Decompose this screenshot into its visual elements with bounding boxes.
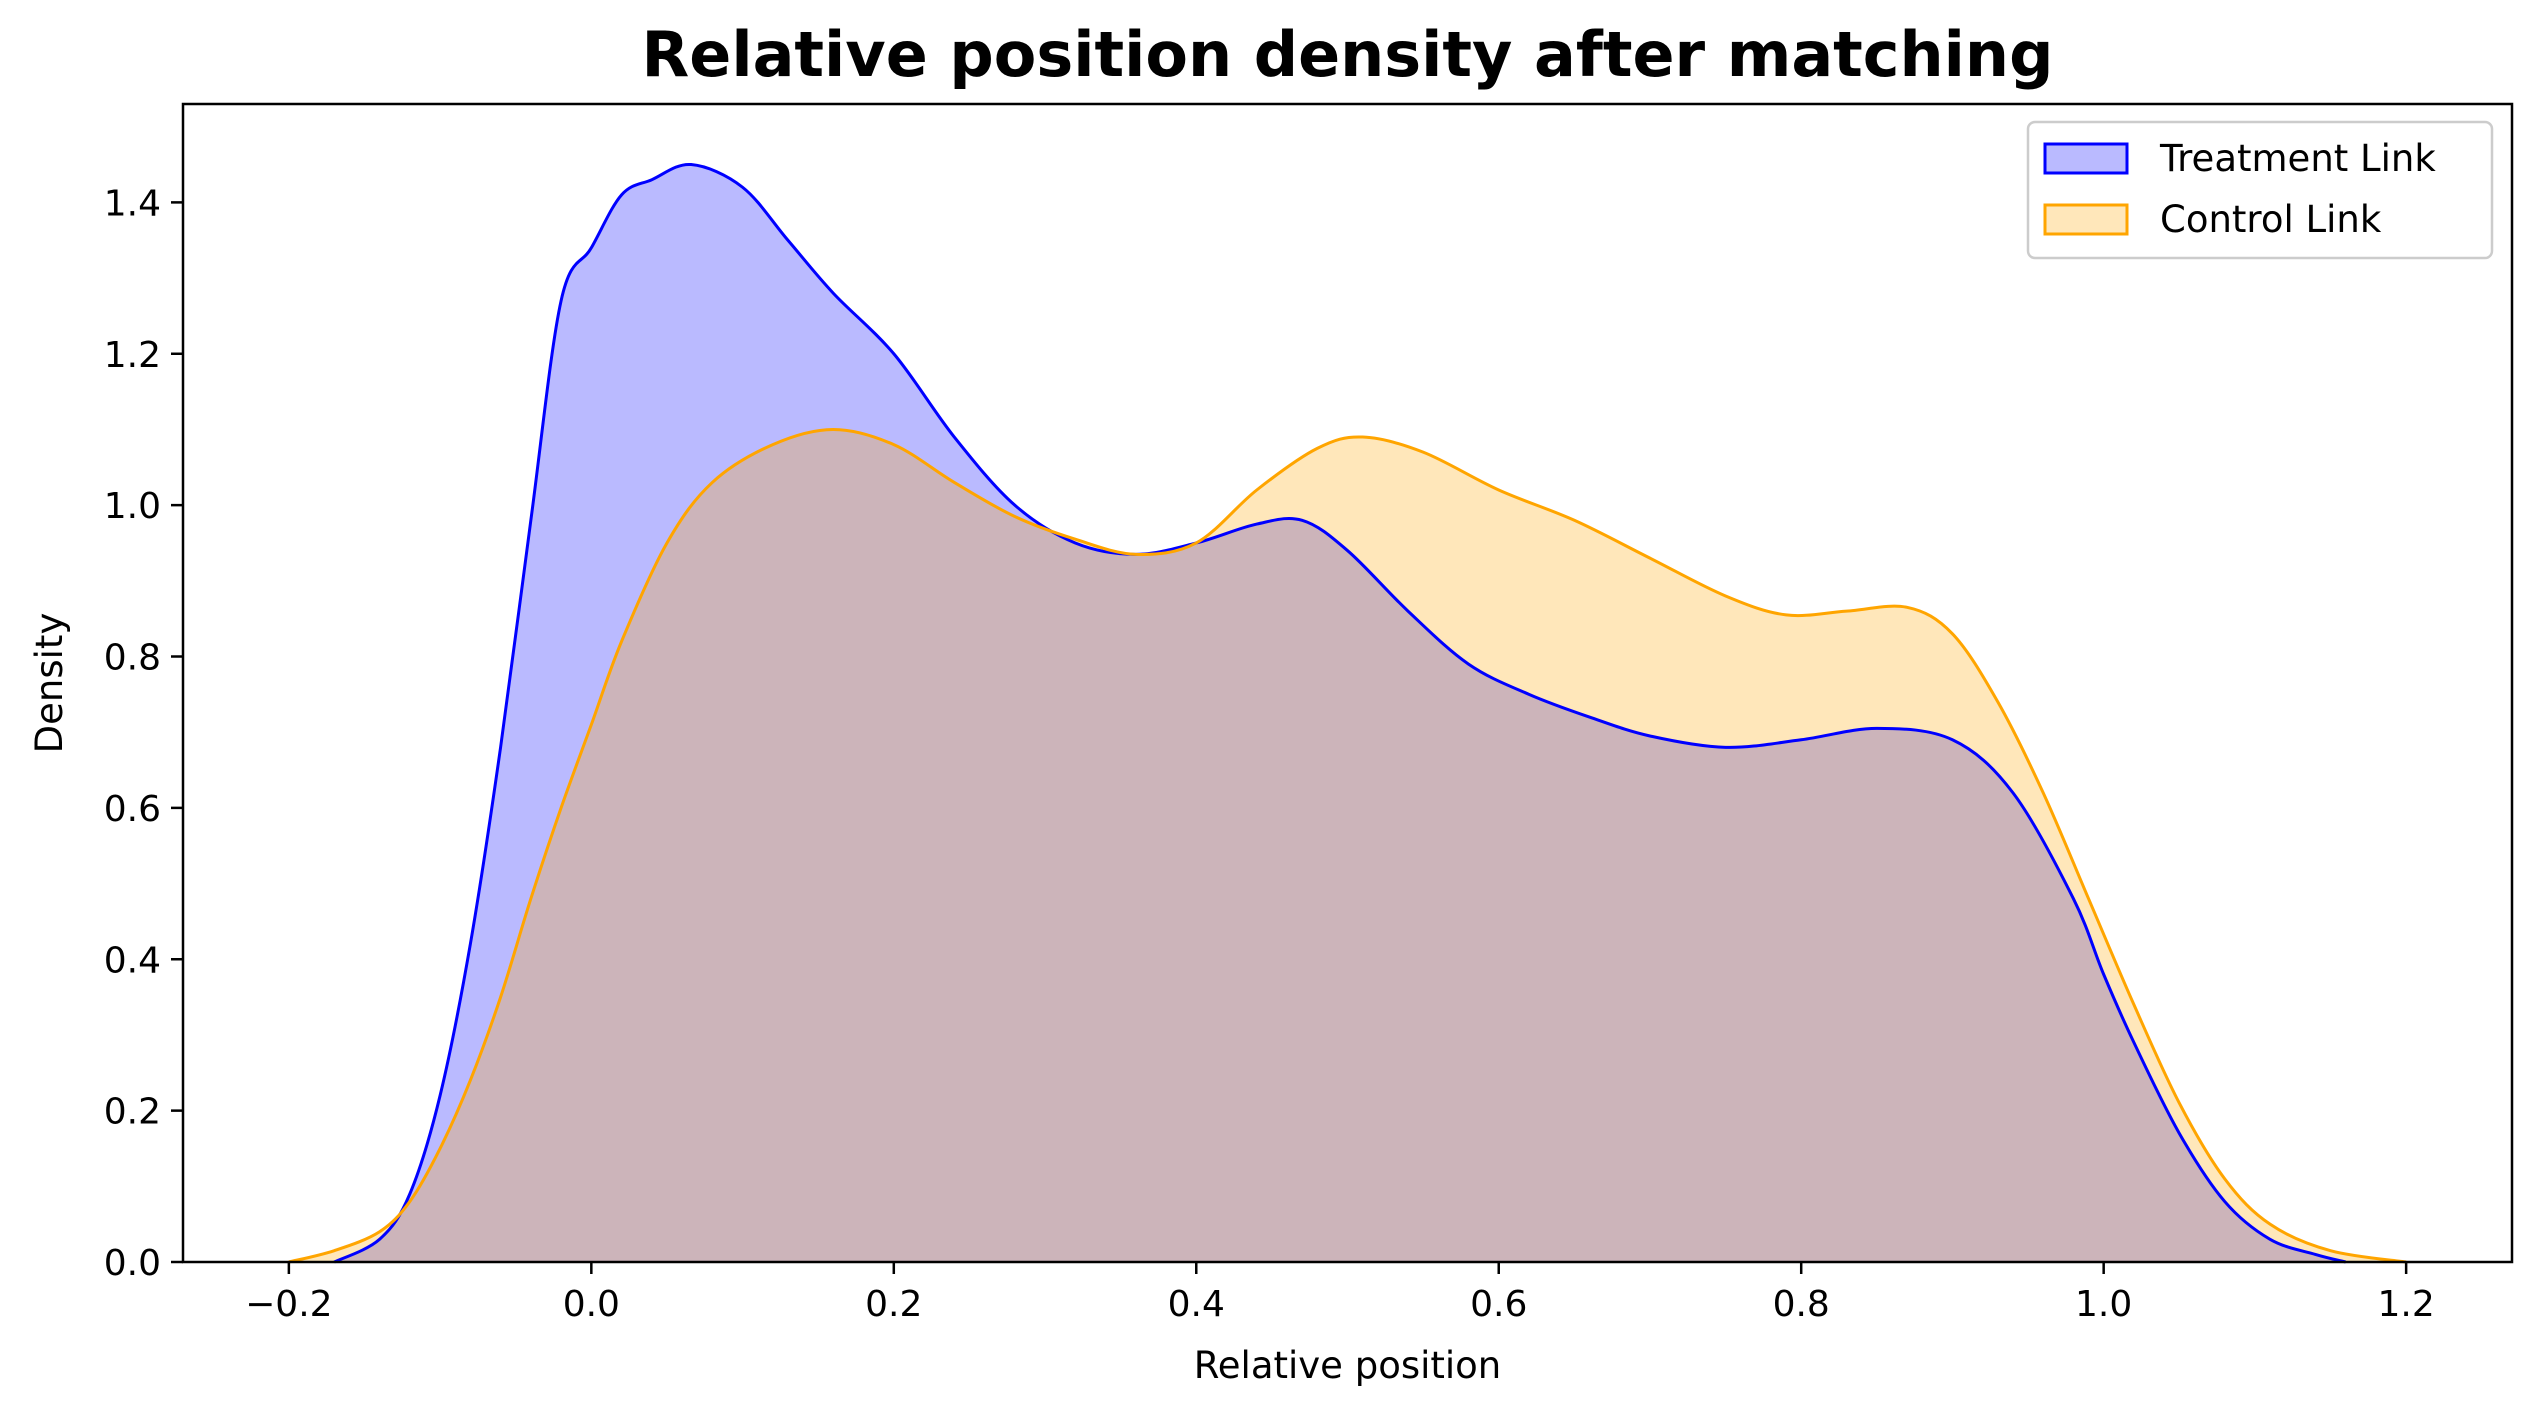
x-tick-label: 0.6 bbox=[1470, 1284, 1527, 1325]
x-tick-label: 0.8 bbox=[1773, 1284, 1830, 1325]
chart-title: Relative position density after matching bbox=[642, 18, 2054, 91]
legend: Treatment Link Control Link bbox=[2026, 120, 2494, 260]
control-link-line bbox=[288, 427, 2407, 1264]
y-tick-label: 1.2 bbox=[104, 335, 161, 376]
control-link-area bbox=[288, 429, 2407, 1262]
x-tick-label: 1.0 bbox=[2075, 1284, 2132, 1325]
legend-item-control-link: Control Link bbox=[2043, 198, 2382, 241]
x-tick-label: 0.4 bbox=[1168, 1284, 1225, 1325]
legend-item-treatment-link: Treatment Link bbox=[2043, 137, 2436, 180]
legend-box bbox=[2026, 120, 2494, 260]
y-tick-label: 0.8 bbox=[104, 638, 161, 679]
legend-swatch bbox=[2043, 142, 2129, 175]
x-tick-label: 0.0 bbox=[563, 1284, 620, 1325]
plot-frame bbox=[181, 102, 2514, 1264]
y-tick-label: 0.2 bbox=[104, 1092, 161, 1133]
y-axis-ticks: 0.0 0.2 0.4 0.6 0.8 1.0 1.2 1.4 bbox=[104, 183, 183, 1284]
legend-label: Treatment Link bbox=[2159, 137, 2436, 180]
x-axis-label: Relative position bbox=[1194, 1344, 1502, 1387]
x-axis-ticks: −0.2 0.0 0.2 0.4 0.6 0.8 1.0 1.2 bbox=[245, 1262, 2435, 1325]
treatment-link-area bbox=[334, 164, 2346, 1262]
x-tick-label: −0.2 bbox=[245, 1284, 332, 1325]
y-tick-label: 0.4 bbox=[104, 940, 161, 981]
plot-fills bbox=[288, 164, 2407, 1262]
legend-label: Control Link bbox=[2160, 198, 2382, 241]
treatment-link-line bbox=[333, 163, 2347, 1264]
legend-swatch bbox=[2043, 203, 2129, 236]
x-tick-label: 1.2 bbox=[2378, 1284, 2435, 1325]
y-tick-label: 0.6 bbox=[104, 789, 161, 830]
y-axis-label: Density bbox=[28, 613, 71, 754]
x-tick-label: 0.2 bbox=[865, 1284, 922, 1325]
y-tick-label: 1.0 bbox=[104, 486, 161, 527]
y-tick-label: 0.0 bbox=[104, 1243, 161, 1284]
plot-lines bbox=[288, 163, 2407, 1264]
y-tick-label: 1.4 bbox=[104, 183, 161, 224]
